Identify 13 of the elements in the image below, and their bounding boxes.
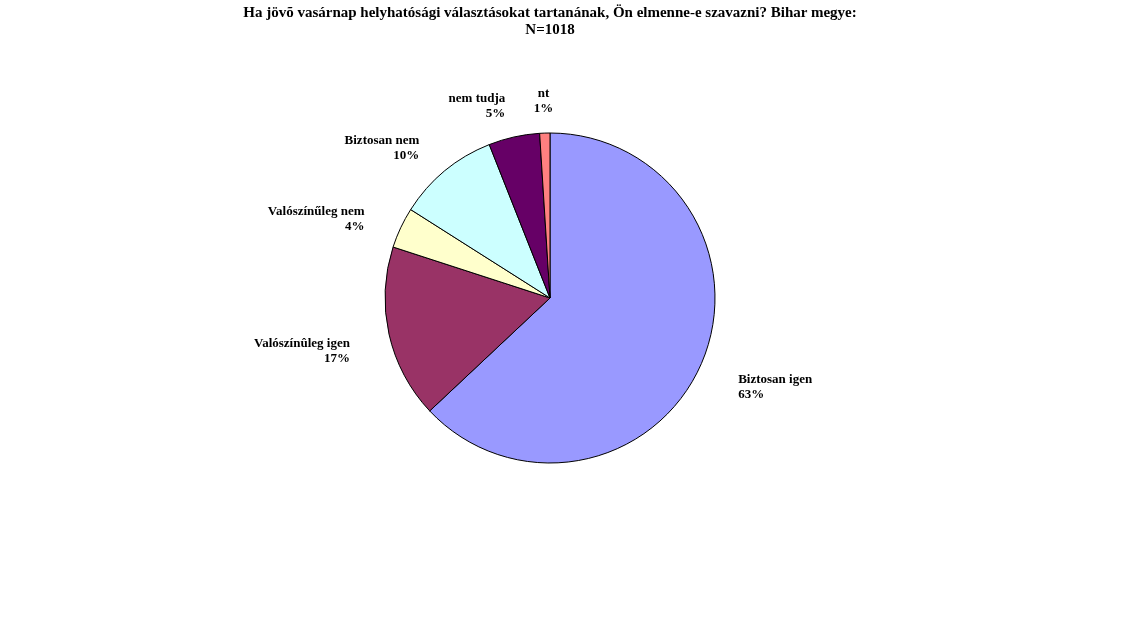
slice-label: nem tudja xyxy=(448,89,506,105)
slice-label: Valószínûleg igen xyxy=(253,334,351,350)
slice-label: Valószínűleg nem xyxy=(267,202,365,218)
data-label: 4% xyxy=(345,217,365,233)
slice-label: Biztosan igen xyxy=(738,371,813,387)
data-label: 10% xyxy=(393,147,420,163)
data-label: 63% xyxy=(738,386,765,402)
data-label: 17% xyxy=(323,349,350,365)
slice-label: nt xyxy=(537,85,551,101)
data-label: 5% xyxy=(485,104,506,120)
slice-label: Biztosan nem xyxy=(344,132,420,148)
chart-title: Ha jövõ vasárnap helyhatósági választásokat tartanának, Ön elmenne-e szavazni? Bihar megye: N=1018 xyxy=(243,4,857,37)
data-label: 1% xyxy=(533,100,554,116)
